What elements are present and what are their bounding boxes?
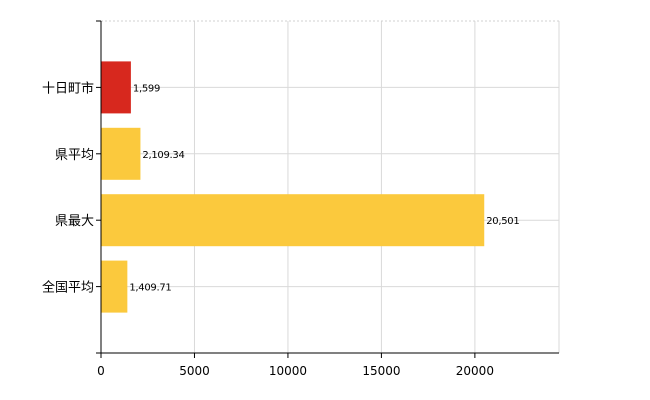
- grid-lines: [101, 20, 560, 353]
- x-tick-label: 10000: [269, 364, 307, 378]
- labels: 1,599 2,109.34 20,501 1,409.71 十日町市県平均県最大全国平…: [42, 80, 520, 378]
- category-label: 県最大: [55, 214, 94, 229]
- x-tick-label: 20000: [456, 364, 494, 378]
- category-label: 県平均: [55, 148, 94, 163]
- x-tick-label: 15000: [362, 364, 400, 378]
- category-label: 十日町市: [42, 80, 94, 96]
- data-label: 1,409.71: [129, 283, 171, 294]
- bar: [101, 127, 141, 180]
- category-label: 全国平均: [42, 280, 94, 296]
- axes: [96, 20, 559, 358]
- data-label: 2,109.34: [142, 150, 184, 161]
- bars: [101, 61, 485, 313]
- data-label: 20,501: [486, 216, 519, 227]
- bar: [101, 61, 131, 114]
- bar: [101, 194, 485, 247]
- bar: [101, 260, 128, 313]
- x-tick-label: 0: [97, 364, 105, 378]
- x-tick-label: 5000: [179, 364, 210, 378]
- data-label: 1,599: [133, 83, 160, 94]
